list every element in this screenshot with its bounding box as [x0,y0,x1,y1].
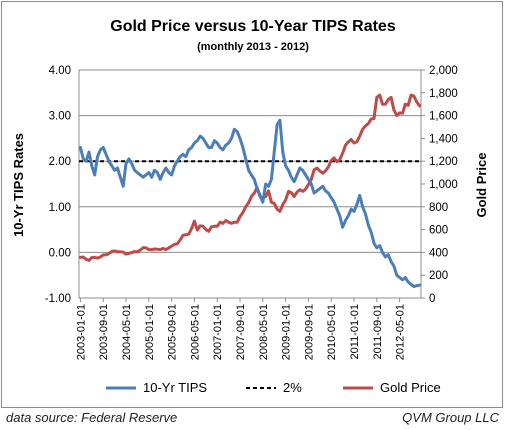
y-right-tick-label: 1,200 [429,156,458,168]
y-left-tick-label: -1.00 [45,293,71,305]
y-right-tick-label: 0 [429,293,435,305]
legend-label-2pct: 2% [283,380,302,395]
y-axis-left-label: 10-Yr TIPS Rates [11,133,26,237]
x-tick-label: 2003-01-01 [75,304,87,360]
y-right-tick-label: 400 [429,247,448,259]
chart-frame [1,1,503,408]
y-left-tick-label: 0.00 [49,247,71,259]
legend-label-tips: 10-Yr TIPS [143,380,207,395]
chart-title: Gold Price versus 10-Year TIPS Rates [110,18,396,35]
x-tick-label: 2004-05-01 [121,304,133,360]
x-tick-label: 2007-01-01 [212,304,224,360]
y-axis-right-label: Gold Price [474,152,489,217]
y-right-tick-label: 200 [429,270,448,282]
x-tick-label: 2005-01-01 [144,304,156,360]
y-right-tick-label: 1,400 [429,133,458,145]
footer-source: data source: Federal Reserve [6,410,178,425]
x-tick-label: 2006-05-01 [189,304,201,360]
x-tick-label: 2011-09-01 [372,304,384,359]
series-10yr-tips-line [78,118,422,289]
x-tick-label: 2005-09-01 [167,304,179,360]
x-tick-label: 2012-05-01 [395,304,407,360]
legend: 10-Yr TIPS 2% Gold Price [106,380,441,395]
x-tick-label: 2010-05-01 [326,304,338,360]
x-tick-label: 2003-09-01 [98,304,110,360]
y-right-tick-label: 1,800 [429,88,458,100]
x-tick-label: 2007-09-01 [235,304,247,360]
x-tick-label: 2008-05-01 [258,304,270,360]
x-tick-label: 2009-09-01 [303,304,315,360]
x-tick-label: 2011-01-01 [349,304,361,359]
y-left-tick-label: 3.00 [49,111,71,123]
x-tick-label: 2009-01-01 [281,304,293,360]
y-left-tick-label: 4.00 [49,65,71,77]
y-right-tick-label: 1,000 [429,179,458,191]
footer-credit: QVM Group LLC [402,410,499,425]
series-gold-price-line [78,93,422,262]
y-left-tick-label: 2.00 [49,156,71,168]
y-right-tick-label: 2,000 [429,65,458,77]
chart-subtitle: (monthly 2013 - 2012) [197,41,309,53]
y-right-tick-label: 1,600 [429,111,458,123]
plot-layer: 4.00 3.00 2.00 1.00 0.00 -1.00 2,000 1,800 1,600… [45,65,458,360]
y-left-tick-label: 1.00 [49,202,71,214]
legend-label-gold: Gold Price [380,380,441,395]
plot-area [78,69,422,299]
y-right-tick-label: 600 [429,225,448,237]
y-right-tick-label: 800 [429,202,448,214]
